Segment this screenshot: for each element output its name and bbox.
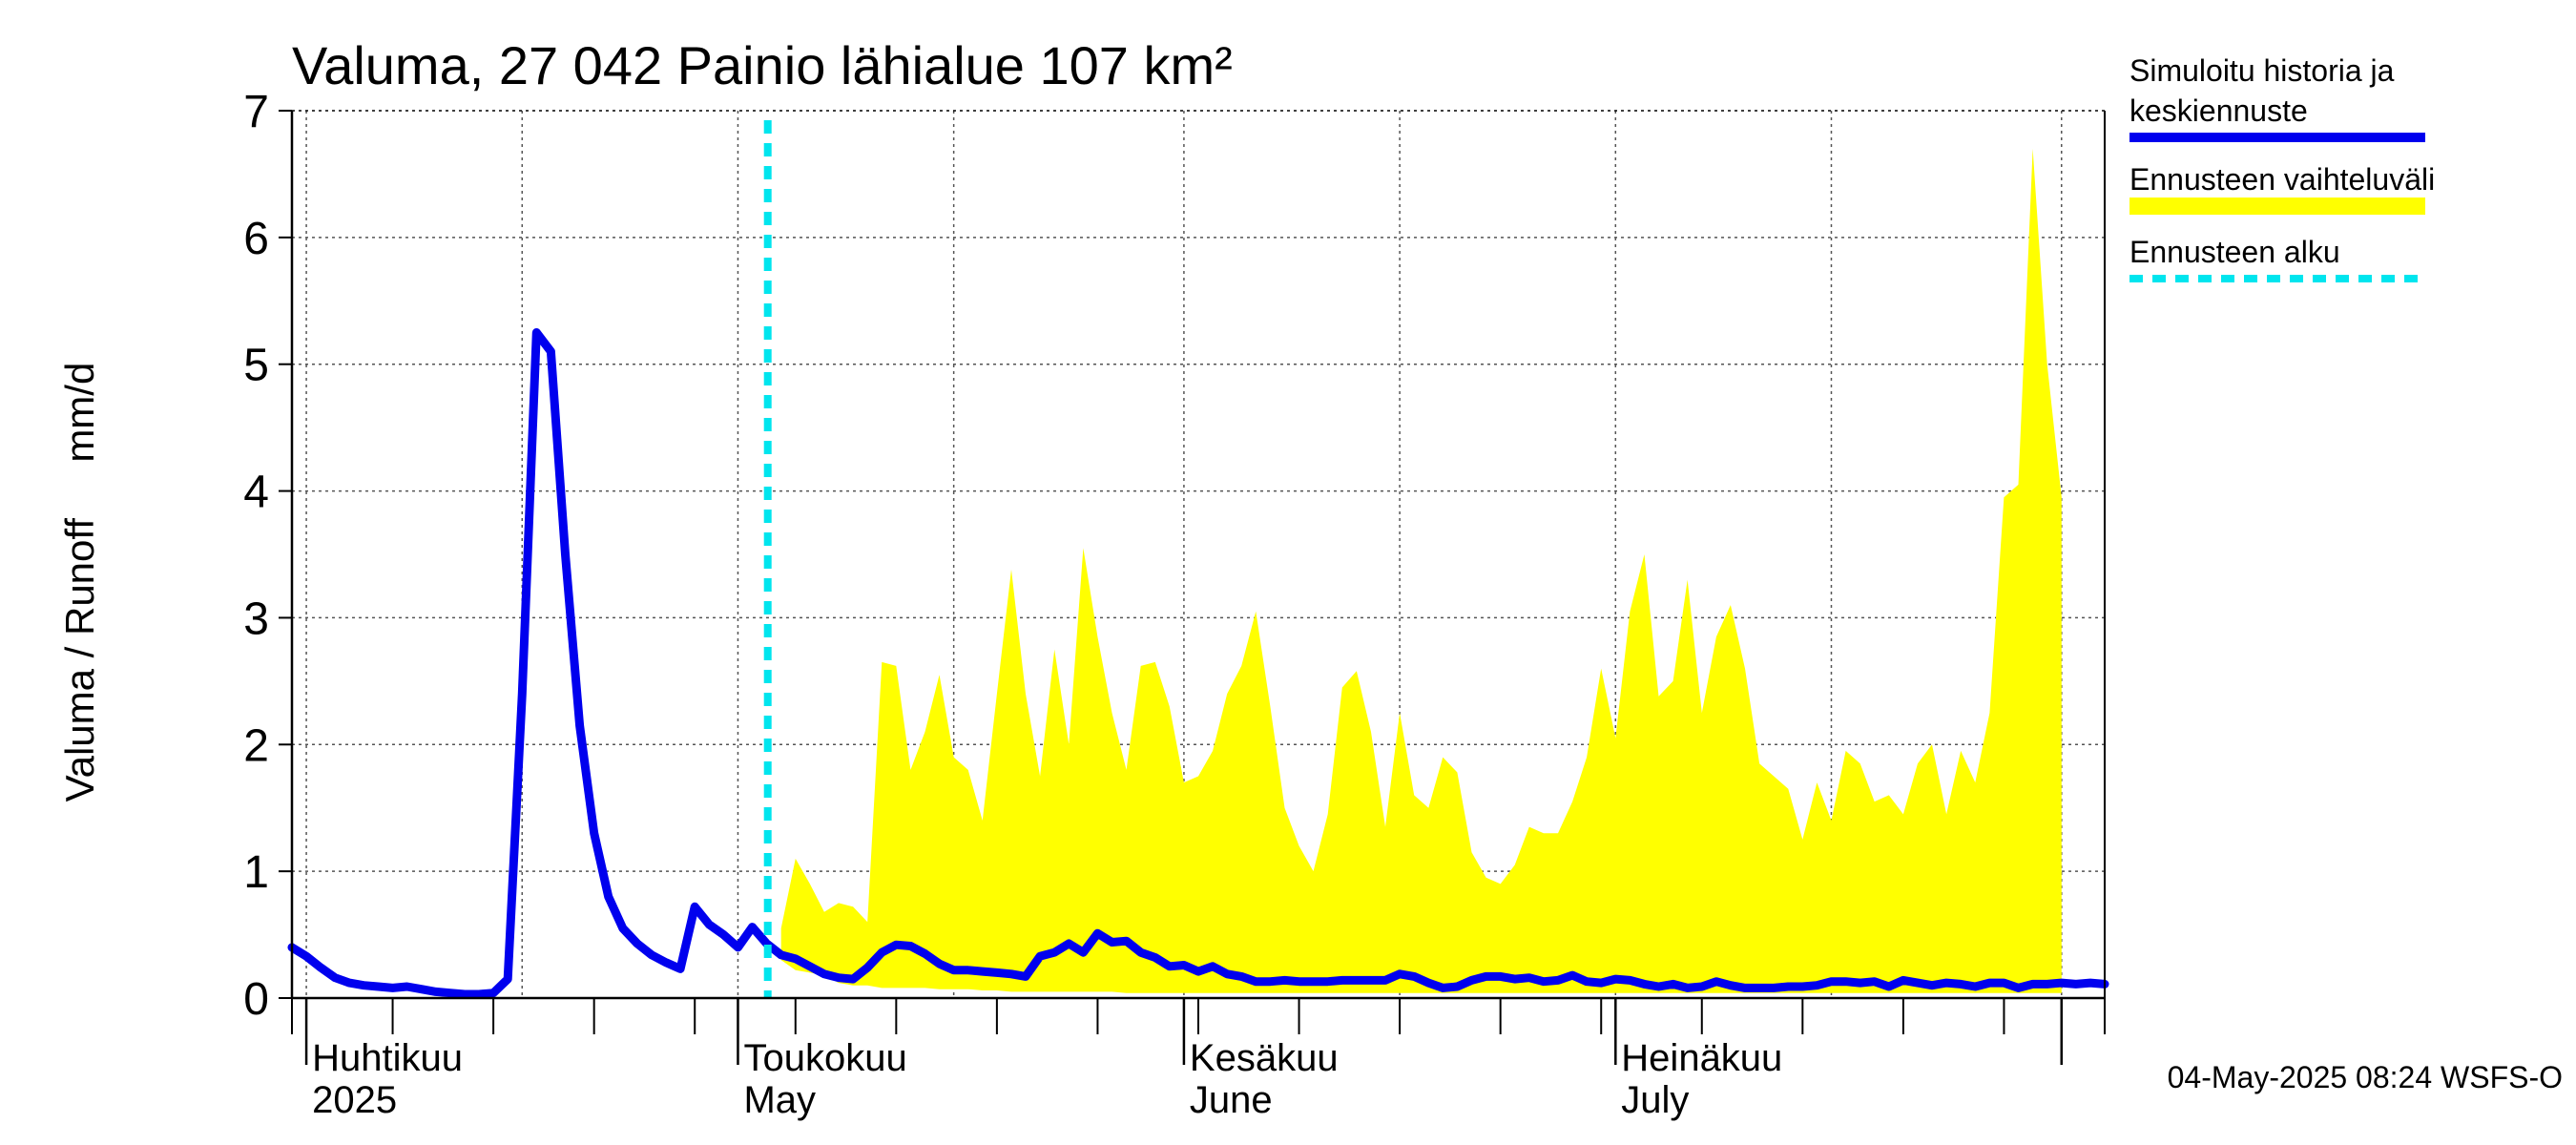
x-month-sublabel: July bbox=[1621, 1079, 1689, 1121]
x-month-label: Huhtikuu bbox=[312, 1037, 463, 1079]
y-tick-label: 7 bbox=[243, 87, 269, 137]
x-month-label: Kesäkuu bbox=[1190, 1037, 1339, 1079]
simulated-runoff-line bbox=[287, 328, 2109, 999]
y-tick-label: 1 bbox=[243, 847, 269, 898]
legend-label-forecast-start: Ennusteen alku bbox=[2129, 235, 2340, 269]
x-month-sublabel: June bbox=[1190, 1079, 1273, 1121]
simulated-series-layer bbox=[287, 328, 2109, 999]
y-tick-labels: 0 1 2 3 4 5 6 7 bbox=[243, 87, 269, 1025]
forecast-range-layer bbox=[780, 148, 2062, 993]
y-tick-label: 5 bbox=[243, 341, 269, 391]
legend-label-range: Ennusteen vaihteluväli bbox=[2129, 162, 2435, 197]
legend-label-simulated-1: Simuloitu historia ja bbox=[2129, 53, 2395, 88]
y-tick-label: 0 bbox=[243, 974, 269, 1025]
footer-timestamp: 04-May-2025 08:24 WSFS-O bbox=[2168, 1060, 2563, 1094]
legend-label-simulated-2: keskiennuste bbox=[2129, 94, 2308, 128]
forecast-range-band bbox=[780, 148, 2062, 993]
x-month-sublabel: May bbox=[743, 1079, 816, 1121]
legend: Simuloitu historia ja keskiennuste Ennus… bbox=[2129, 53, 2435, 282]
y-tick-label: 3 bbox=[243, 593, 269, 644]
y-tick-label: 2 bbox=[243, 720, 269, 771]
chart-title: Valuma, 27 042 Painio lähialue 107 km² bbox=[292, 35, 1233, 95]
x-month-label: Toukokuu bbox=[743, 1037, 906, 1079]
x-month-sublabel: 2025 bbox=[312, 1079, 397, 1121]
y-tick-label: 6 bbox=[243, 214, 269, 264]
y-axis-label: Valuma / Runoff mm/d bbox=[57, 363, 102, 802]
axes bbox=[279, 110, 2106, 1065]
y-tick-label: 4 bbox=[243, 468, 269, 518]
x-month-label: Heinäkuu bbox=[1621, 1037, 1782, 1079]
